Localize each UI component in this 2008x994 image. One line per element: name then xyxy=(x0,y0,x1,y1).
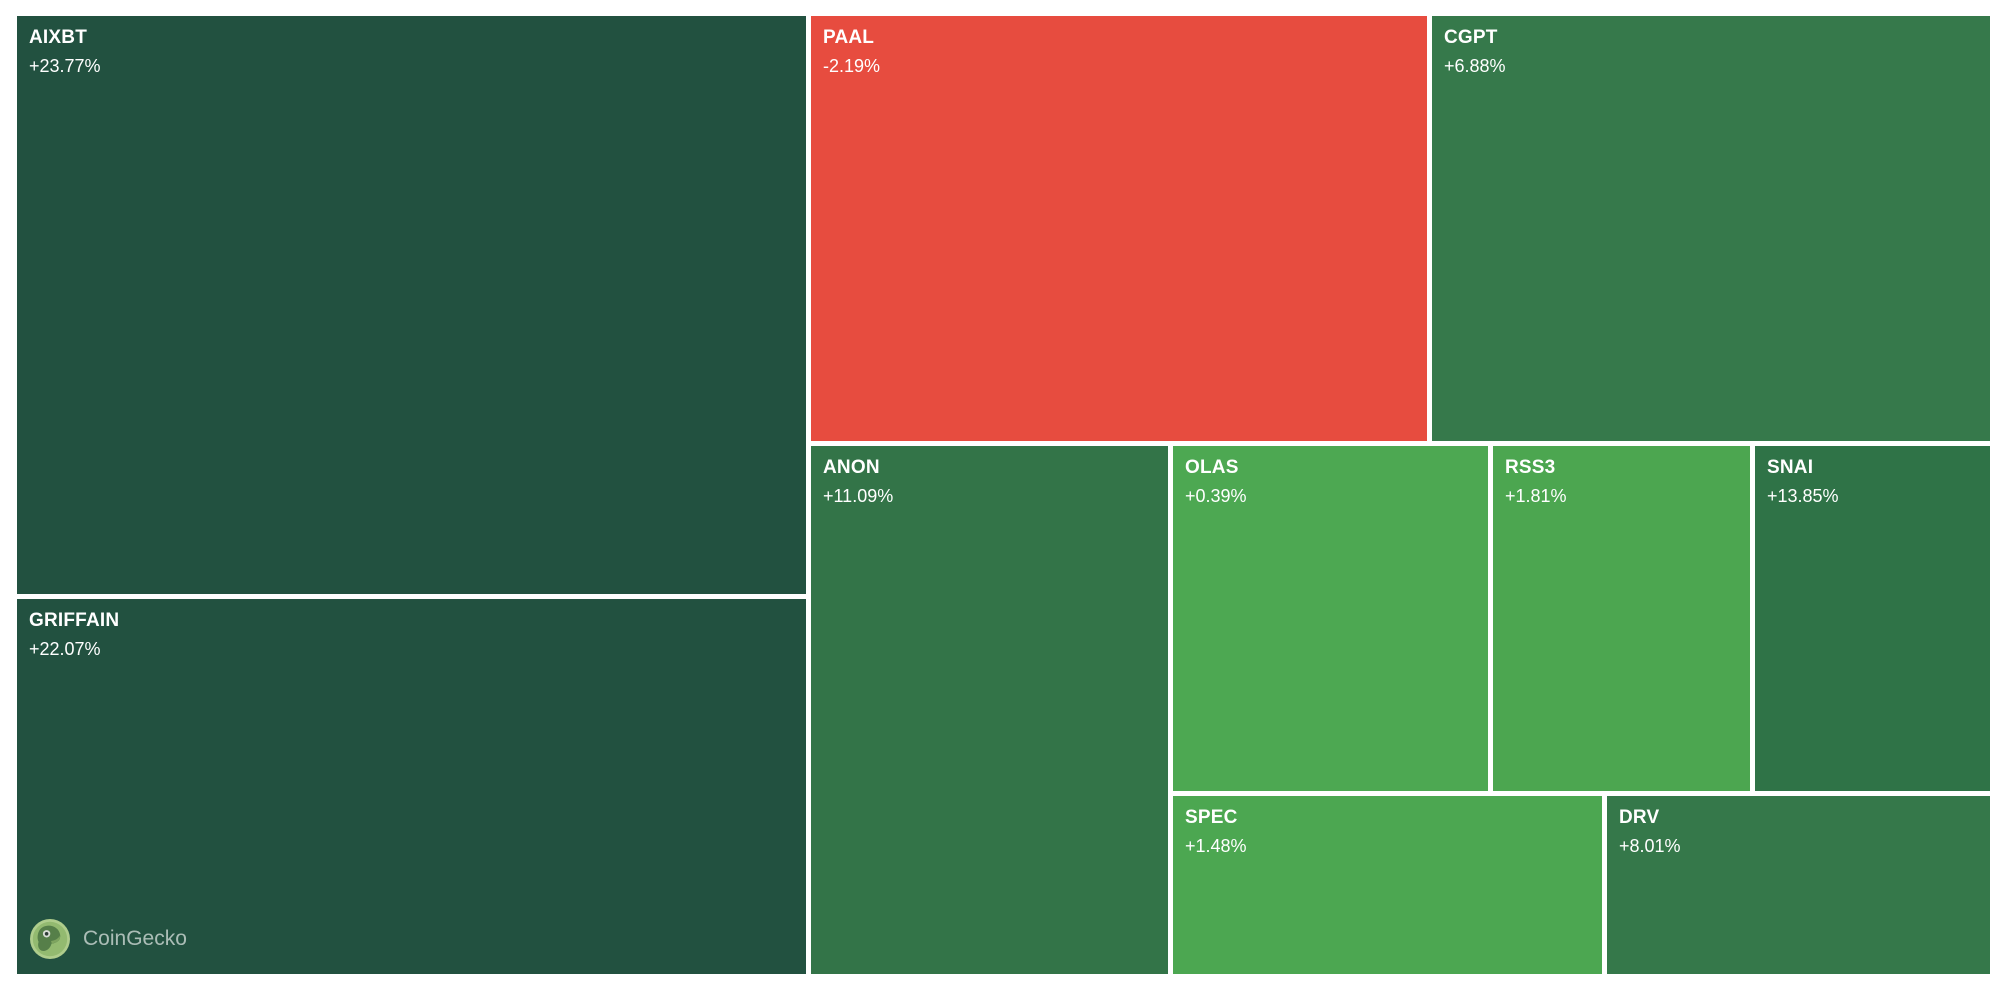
tile-change: +11.09% xyxy=(823,485,894,506)
tile-change: +0.39% xyxy=(1185,485,1247,506)
tile-change: +23.77% xyxy=(29,55,101,76)
tile-symbol: SNAI xyxy=(1767,457,1814,478)
tile-symbol: GRIFFAIN xyxy=(29,610,120,631)
tile-symbol: DRV xyxy=(1619,807,1660,828)
tile-change: +8.01% xyxy=(1619,835,1681,856)
tile-griffain[interactable]: GRIFFAIN +22.07% xyxy=(17,599,806,974)
tile-symbol: AIXBT xyxy=(29,27,87,48)
tile-symbol: ANON xyxy=(823,457,880,478)
tile-symbol: SPEC xyxy=(1185,807,1238,828)
tile-anon[interactable]: ANON +11.09% xyxy=(811,446,1168,974)
tile-aixbt[interactable]: AIXBT +23.77% xyxy=(17,16,806,594)
tile-change: +6.88% xyxy=(1444,55,1506,76)
tile-rss3[interactable]: RSS3 +1.81% xyxy=(1493,446,1750,791)
tile-change: +1.48% xyxy=(1185,835,1247,856)
tile-spec[interactable]: SPEC +1.48% xyxy=(1173,796,1602,974)
tile-drv[interactable]: DRV +8.01% xyxy=(1607,796,1990,974)
tile-olas[interactable]: OLAS +0.39% xyxy=(1173,446,1488,791)
tile-change: +22.07% xyxy=(29,638,101,659)
tile-change: +13.85% xyxy=(1767,485,1839,506)
tile-symbol: RSS3 xyxy=(1505,457,1556,478)
tile-cgpt[interactable]: CGPT +6.88% xyxy=(1432,16,1990,441)
tile-change: -2.19% xyxy=(823,55,881,76)
tile-change: +1.81% xyxy=(1505,485,1567,506)
tile-symbol: OLAS xyxy=(1185,457,1239,478)
tile-snai[interactable]: SNAI +13.85% xyxy=(1755,446,1990,791)
tile-symbol: PAAL xyxy=(823,27,875,48)
tile-symbol: CGPT xyxy=(1444,27,1498,48)
tile-paal[interactable]: PAAL -2.19% xyxy=(811,16,1427,441)
